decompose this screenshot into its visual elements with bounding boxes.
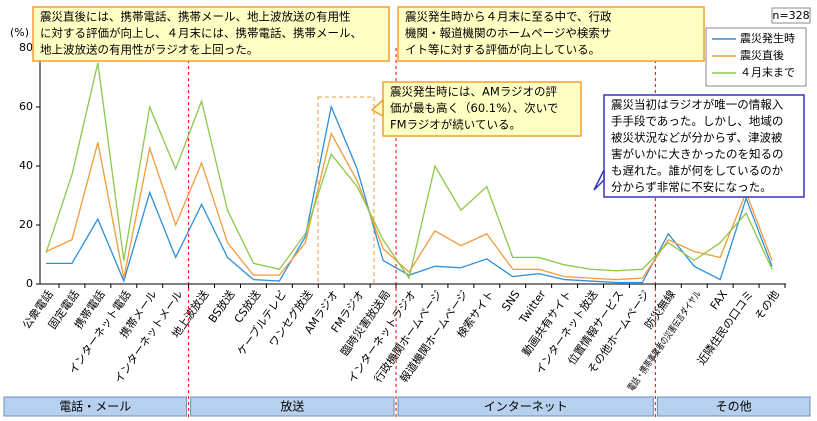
group-box xyxy=(397,396,654,417)
group-box xyxy=(190,396,395,417)
annotation-pointer xyxy=(593,169,605,191)
annotation-box xyxy=(397,6,705,62)
annotation-text: も遅れた。誰が何をしているのか xyxy=(611,164,784,178)
annotation-text: 機関・報道機関のホームページや検索サ xyxy=(405,26,611,40)
y-tick-label: 80 xyxy=(19,41,33,54)
annotation-box xyxy=(382,81,582,137)
legend-box xyxy=(705,27,807,87)
annotation-text: 分からず非常に不安になった。 xyxy=(611,180,772,194)
group-label: インターネット xyxy=(484,400,568,414)
group-box xyxy=(3,396,188,417)
n-box xyxy=(771,7,811,24)
annotation-text: 被災状況などが分からず、津波被 xyxy=(611,131,783,145)
annotation-box xyxy=(32,6,390,62)
annotation-text: 価が最も高く（60.1%）、次いで xyxy=(390,101,558,115)
annotation-text: 地上波放送の有用性がラジオを上回った。 xyxy=(40,43,258,57)
y-tick-label: 60 xyxy=(19,100,33,113)
y-tick-label: 0 xyxy=(26,277,33,290)
group-label: 電話・メール xyxy=(59,399,131,414)
series-line xyxy=(45,62,773,280)
annotation-text: 震災直後には、携帯電話、携帯メール、地上波放送の有用性 xyxy=(40,10,351,24)
annotation-text: に対する評価が向上し、４月末には、携帯電話、携帯メール、 xyxy=(40,26,362,40)
n-label: n=328 xyxy=(772,9,809,22)
group-label: その他 xyxy=(716,400,752,414)
group-label: 放送 xyxy=(280,399,304,414)
legend-label: 震災直後 xyxy=(740,48,784,62)
legend-label: ４月末まで xyxy=(740,65,795,79)
annotation-box xyxy=(603,94,805,198)
annotation-text: 震災当初はラジオが唯一の情報入 xyxy=(611,98,784,112)
group-box xyxy=(656,396,811,417)
annotation-text: 害がいかに大きかったのを知るの xyxy=(611,147,784,161)
y-axis-label: (%) xyxy=(10,26,29,39)
annotation-text: イト等に対する評価が向上している。 xyxy=(405,43,600,57)
annotation-text: FMラジオが続いている。 xyxy=(390,118,521,132)
annotation-text: 手手段であった。しかし、地域の xyxy=(611,114,783,128)
annotation-text: 震災発生時から４月末に至る中で、行政 xyxy=(405,10,612,24)
y-tick-label: 40 xyxy=(19,159,33,172)
legend-label: 震災発生時 xyxy=(740,31,795,45)
annotation-pointer xyxy=(370,98,384,118)
series-line xyxy=(45,131,773,281)
annotation-text: 震災発生時には、AMラジオの評 xyxy=(390,85,558,99)
y-tick-label: 20 xyxy=(19,218,33,231)
